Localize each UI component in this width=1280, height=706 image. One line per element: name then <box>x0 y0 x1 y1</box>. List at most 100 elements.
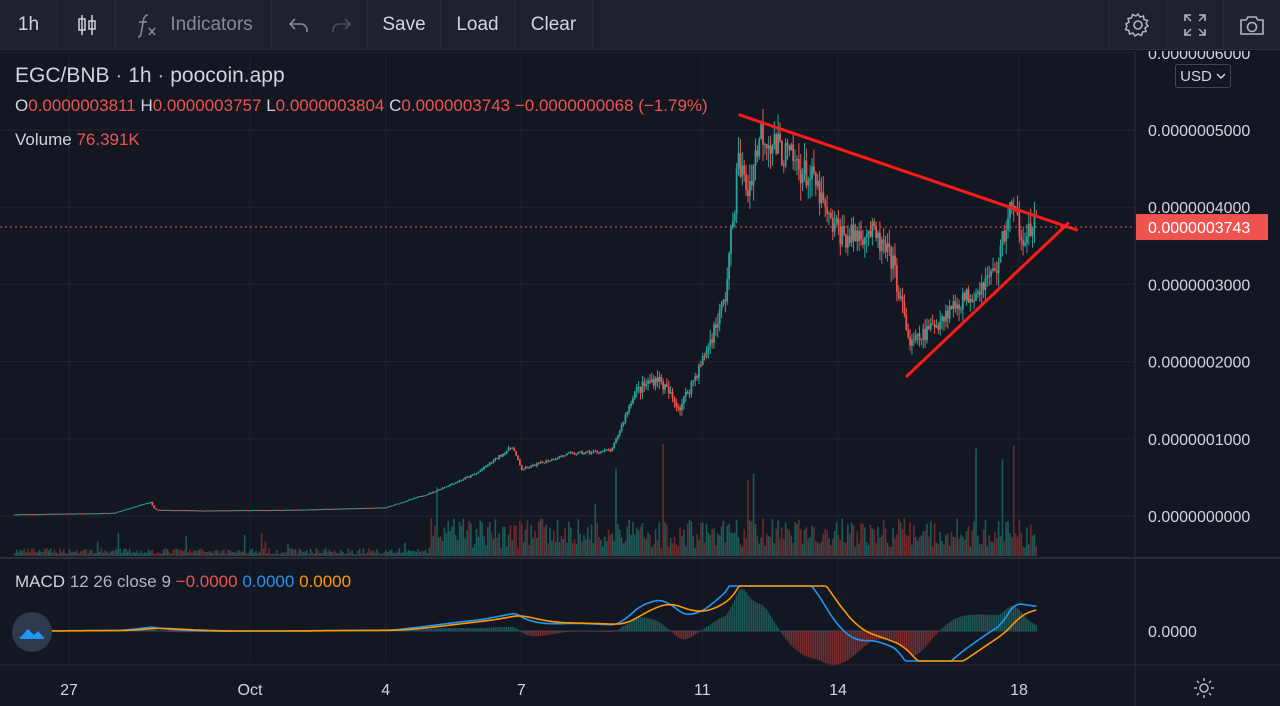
volume-bar <box>377 551 380 556</box>
currency-dropdown[interactable]: USD <box>1175 64 1231 88</box>
settings-button[interactable] <box>1109 0 1166 49</box>
chart-type-button[interactable] <box>58 0 116 49</box>
interval-button[interactable]: 1h <box>0 0 58 49</box>
volume-bar <box>651 546 653 556</box>
macd-histogram-bar <box>149 628 152 631</box>
volume-bar <box>72 551 74 556</box>
volume-bar <box>211 553 214 556</box>
redo-icon[interactable] <box>330 16 352 34</box>
candle-body <box>330 508 333 510</box>
macd-histogram-bar <box>762 605 764 631</box>
candle-body <box>1018 214 1021 237</box>
macd-histogram-bar <box>1028 620 1030 631</box>
macd-histogram-bar <box>147 628 150 631</box>
candle-body <box>15 514 18 516</box>
load-button[interactable]: Load <box>441 0 515 49</box>
clear-button[interactable]: Clear <box>515 0 593 49</box>
candle-body <box>517 455 519 460</box>
save-button[interactable]: Save <box>368 0 441 49</box>
volume-value: 76.391K <box>76 130 140 149</box>
volume-bar <box>645 539 647 556</box>
candle-body <box>141 504 144 506</box>
candle-body <box>68 513 71 515</box>
toolbar-right <box>1109 0 1280 49</box>
candle-body <box>675 401 678 408</box>
volume-bar <box>500 547 502 556</box>
candle-body <box>424 495 427 497</box>
volume-bar <box>605 541 608 556</box>
volume-bar <box>294 549 297 556</box>
candle-body <box>36 514 39 516</box>
volume-bar <box>666 524 668 556</box>
volume-bar <box>198 549 201 556</box>
volume-bar <box>722 520 725 556</box>
candle-body <box>920 339 923 341</box>
undo-icon[interactable] <box>288 16 310 34</box>
candle-body <box>245 510 248 512</box>
candle-body <box>973 300 976 302</box>
candle-body <box>100 513 103 515</box>
candle-body <box>130 507 133 509</box>
candle-body <box>172 510 174 512</box>
volume-bar <box>108 553 110 556</box>
volume-bar <box>57 553 59 556</box>
candle-body <box>858 231 861 242</box>
volume-bar <box>162 549 165 556</box>
candle-body <box>42 514 44 516</box>
volume-bar <box>911 544 913 556</box>
chevron-down-icon <box>1216 73 1226 79</box>
macd-histogram-bar <box>1014 606 1017 631</box>
candle-body <box>737 153 740 169</box>
volume-bar <box>556 520 559 556</box>
candle-body <box>362 508 365 510</box>
snapshot-button[interactable] <box>1223 0 1280 49</box>
candle-body <box>609 450 612 452</box>
axis-settings-icon[interactable] <box>1192 676 1216 700</box>
volume-bar <box>328 549 331 556</box>
candle-body <box>385 507 387 509</box>
macd-histogram-bar <box>556 631 559 634</box>
candle-body <box>481 469 484 471</box>
candle-body <box>392 505 395 507</box>
macd-histogram-bar <box>686 631 689 639</box>
macd-histogram-bar <box>724 615 727 631</box>
fullscreen-button[interactable] <box>1166 0 1223 49</box>
volume-bar <box>786 529 789 556</box>
macd-histogram-bar <box>445 628 448 631</box>
candle-body <box>535 463 538 467</box>
candle-body <box>701 356 704 366</box>
macd-histogram-bar <box>524 631 527 635</box>
candle-body <box>322 508 325 510</box>
macd-histogram-bar <box>438 628 440 631</box>
macd-histogram-bar <box>522 631 525 634</box>
macd-label: MACD <box>15 572 66 591</box>
candle-body <box>113 512 116 514</box>
candle-body <box>419 496 421 498</box>
macd-histogram-bar <box>835 631 838 665</box>
volume-bar <box>155 553 157 556</box>
macd-histogram-bar <box>677 631 679 638</box>
macd-histogram-bar <box>485 627 487 631</box>
candle-body <box>647 380 649 385</box>
candle-body <box>91 513 93 515</box>
volume-bar <box>671 543 674 556</box>
volume-bar <box>700 522 702 556</box>
macd-histogram-bar <box>975 614 977 631</box>
candle-body <box>752 165 755 186</box>
macd-histogram-bar <box>1018 610 1021 631</box>
candle-body <box>1001 231 1004 246</box>
macd-histogram-bar <box>683 631 685 640</box>
volume-bar <box>34 551 37 556</box>
chart-canvas[interactable]: 0.00000000000.00000010000.00000020000.00… <box>0 51 1280 706</box>
macd-histogram-bar <box>460 628 463 631</box>
tradingview-logo[interactable] <box>12 612 52 652</box>
indicators-button[interactable]: Indicators <box>116 0 272 49</box>
macd-histogram-bar <box>909 631 911 655</box>
candle-body <box>266 510 269 512</box>
volume-bar <box>1031 535 1034 556</box>
volume-bar <box>347 548 350 556</box>
candle-body <box>733 213 736 221</box>
candle-body <box>296 509 299 511</box>
l-value: 0.0000003804 <box>275 96 385 115</box>
macd-histogram-bar <box>715 620 717 631</box>
